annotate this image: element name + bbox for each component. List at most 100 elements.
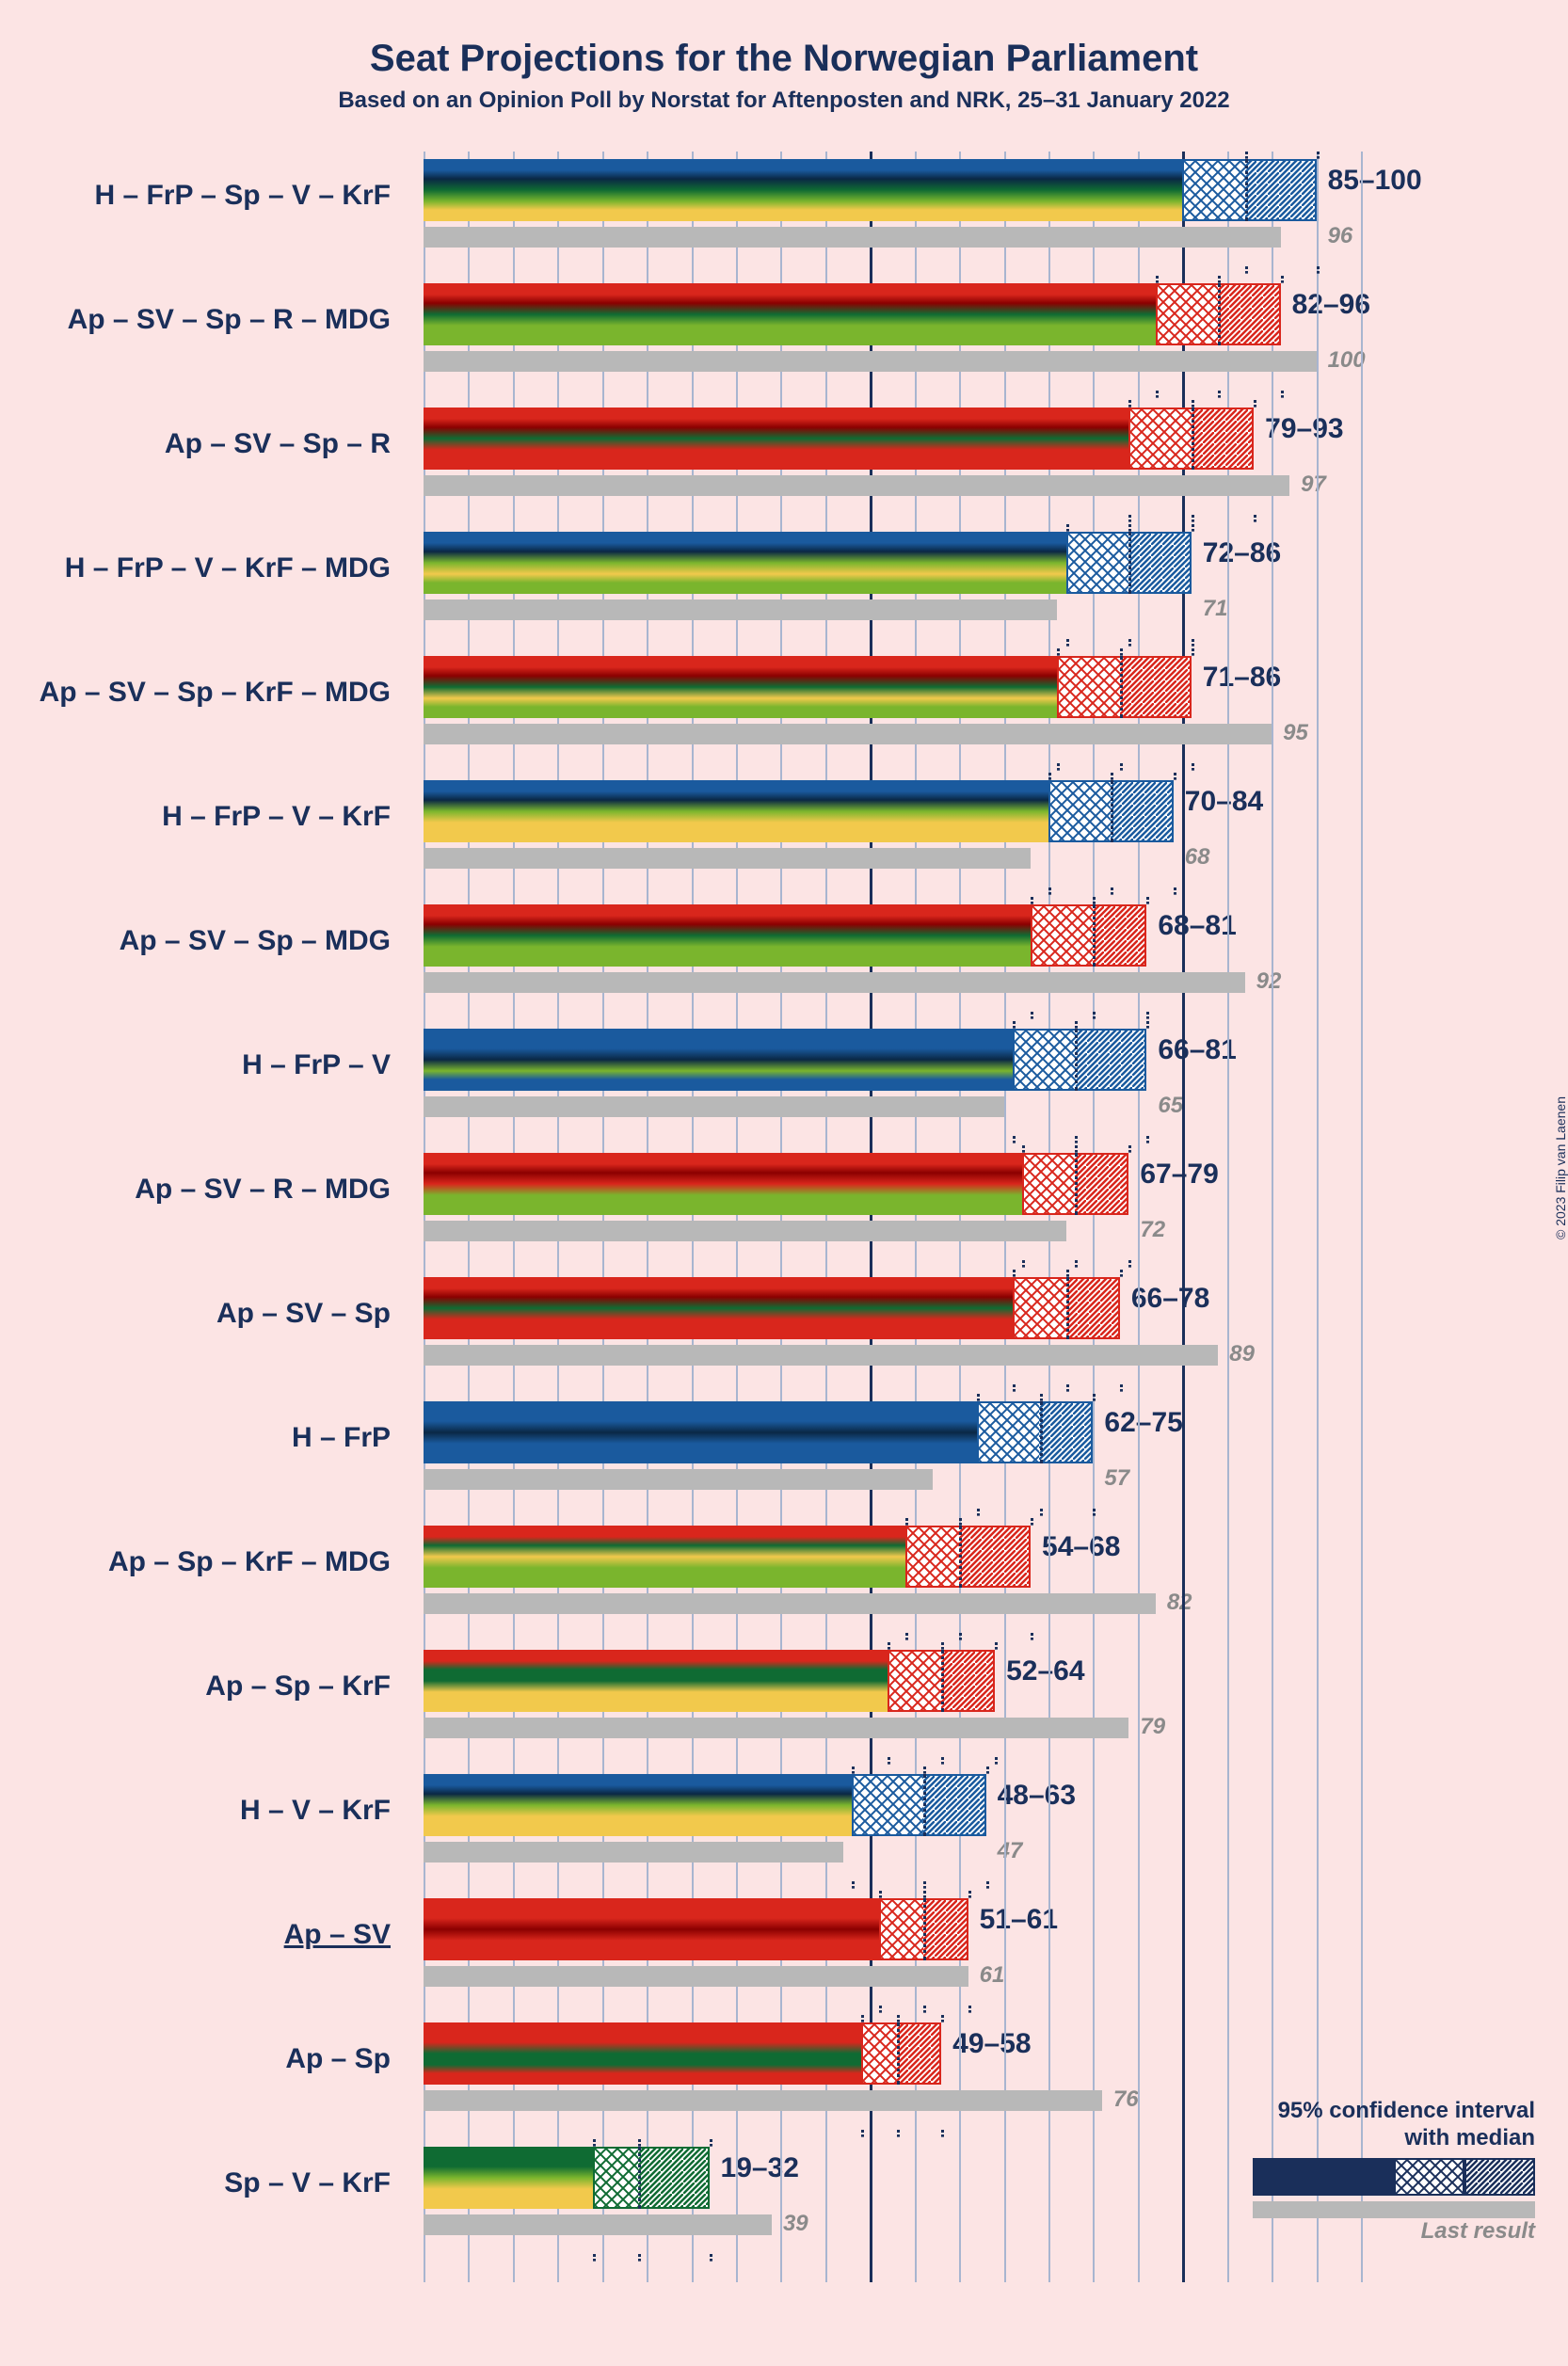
- range-label: 72–86: [1203, 537, 1281, 569]
- grid-line: [959, 152, 961, 2282]
- confidence-interval: [593, 2147, 709, 2209]
- grid-line: [513, 152, 515, 2282]
- last-result-bar: [424, 1096, 1004, 1117]
- copyright: © 2023 Filip van Laenen: [1553, 1096, 1568, 1239]
- last-result-label: 39: [783, 2211, 808, 2237]
- coalition-row: Ap – Sp – KrF – MDG54–6882: [28, 1518, 1540, 1640]
- confidence-interval: [1013, 1029, 1146, 1091]
- grid-line: [780, 152, 782, 2282]
- grid-line: [557, 152, 559, 2282]
- last-result-bar: [424, 599, 1057, 620]
- last-result-bar: [424, 475, 1289, 496]
- projection-bar: [424, 780, 1048, 842]
- coalition-row: Ap – SV – Sp – R79–9397: [28, 400, 1540, 522]
- projection-bar: [424, 532, 1066, 594]
- coalition-row: H – FrP – V – KrF 70–84 68: [28, 773, 1540, 895]
- coalition-label: Ap – Sp – KrF: [28, 1671, 405, 1703]
- range-label: 66–81: [1158, 1034, 1236, 1066]
- grid-line: [1272, 152, 1273, 2282]
- grid-line: [1048, 152, 1050, 2282]
- range-label: 49–58: [952, 2028, 1031, 2060]
- coalition-row: Ap – SV – R – MDG67–7972: [28, 1145, 1540, 1268]
- coalition-row: Ap – SV – Sp 66–78 89: [28, 1270, 1540, 1392]
- coalition-row: Ap – Sp – KrF 52–64 79: [28, 1642, 1540, 1765]
- last-result-bar: [424, 1718, 1128, 1738]
- projection-bar: [424, 1153, 1022, 1215]
- coalition-label: H – FrP – V – KrF: [28, 801, 405, 833]
- coalition-label: H – FrP: [28, 1422, 405, 1454]
- grid-line: [468, 152, 470, 2282]
- confidence-interval: [852, 1774, 985, 1836]
- coalition-row: H – FrP – V – KrF – MDG72–8671: [28, 524, 1540, 647]
- projection-bar: [424, 283, 1156, 345]
- confidence-interval: [1057, 656, 1191, 718]
- last-result-bar: [424, 227, 1281, 248]
- last-result-label: 68: [1185, 844, 1210, 871]
- projection-bar: [424, 1401, 977, 1463]
- last-result-label: 72: [1140, 1217, 1165, 1243]
- last-result-bar: [424, 351, 1317, 372]
- legend-ci-sample: [1253, 2158, 1535, 2196]
- coalition-label: Ap – SV – Sp – R – MDG: [28, 304, 405, 336]
- legend-last-label: Last result: [1253, 2218, 1535, 2245]
- range-label: 62–75: [1104, 1407, 1182, 1439]
- projection-bar: [424, 408, 1128, 470]
- coalition-label: H – V – KrF: [28, 1795, 405, 1827]
- range-label: 66–78: [1131, 1283, 1209, 1315]
- range-label: 52–64: [1006, 1655, 1084, 1687]
- coalition-row: H – FrP – Sp – V – KrF85–10096: [28, 152, 1540, 274]
- coalition-label: Ap – Sp – KrF – MDG: [28, 1546, 405, 1578]
- last-result-bar: [424, 1469, 933, 1490]
- coalition-row: Ap – SV – Sp – KrF – MDG71–8695: [28, 648, 1540, 771]
- projection-bar: [424, 2147, 593, 2209]
- last-result-label: 65: [1158, 1093, 1183, 1119]
- range-label: 71–86: [1203, 662, 1281, 694]
- grid-line: [736, 152, 738, 2282]
- legend: 95% confidence intervalwith median Last …: [1253, 2098, 1535, 2245]
- chart-subtitle: Based on an Opinion Poll by Norstat for …: [28, 88, 1540, 114]
- range-label: 19–32: [721, 2152, 799, 2184]
- coalition-label: H – FrP – V – KrF – MDG: [28, 552, 405, 584]
- last-result-label: 79: [1140, 1714, 1165, 1740]
- last-result-label: 100: [1328, 347, 1366, 374]
- grid-line: [647, 152, 648, 2282]
- last-result-label: 61: [980, 1962, 1005, 1989]
- coalition-label: Ap – SV – Sp: [28, 1298, 405, 1330]
- last-result-label: 96: [1328, 223, 1353, 249]
- range-label: 54–68: [1042, 1531, 1120, 1563]
- chart-title: Seat Projections for the Norwegian Parli…: [28, 38, 1540, 80]
- last-result-label: 47: [998, 1838, 1023, 1864]
- projection-bar: [424, 904, 1031, 967]
- confidence-interval: [905, 1526, 1031, 1588]
- last-result-label: 76: [1113, 2086, 1139, 2113]
- coalition-row: H – FrP – V66–8165: [28, 1021, 1540, 1143]
- legend-last-bar: [1253, 2201, 1535, 2218]
- last-result-label: 95: [1283, 720, 1308, 746]
- range-label: 48–63: [998, 1780, 1076, 1812]
- last-result-bar: [424, 1345, 1218, 1366]
- grid-line: [1138, 152, 1140, 2282]
- last-result-label: 89: [1229, 1341, 1255, 1367]
- projection-bar: [424, 656, 1057, 718]
- grid-line: [1182, 152, 1185, 2282]
- projection-bar: [424, 1277, 1013, 1339]
- confidence-interval: [977, 1401, 1093, 1463]
- last-result-bar: [424, 2214, 772, 2235]
- last-result-bar: [424, 972, 1245, 993]
- projection-bar: [424, 2022, 861, 2085]
- coalition-label: Ap – SV – R – MDG: [28, 1174, 405, 1206]
- grid-line: [825, 152, 827, 2282]
- range-label: 79–93: [1265, 413, 1343, 445]
- coalition-row: Ap – SV – Sp – R – MDG82–96100: [28, 276, 1540, 398]
- grid-line: [1227, 152, 1229, 2282]
- confidence-interval: [1182, 159, 1316, 221]
- last-result-bar: [424, 2090, 1102, 2111]
- grid-line: [1361, 152, 1363, 2282]
- grid-line: [602, 152, 604, 2282]
- projection-bar: [424, 1029, 1013, 1091]
- coalition-row: H – V – KrF 48–63 47: [28, 1767, 1540, 1889]
- projection-bar: [424, 1898, 879, 1960]
- last-result-bar: [424, 724, 1272, 744]
- range-label: 70–84: [1185, 786, 1263, 818]
- grid-line: [424, 152, 425, 2282]
